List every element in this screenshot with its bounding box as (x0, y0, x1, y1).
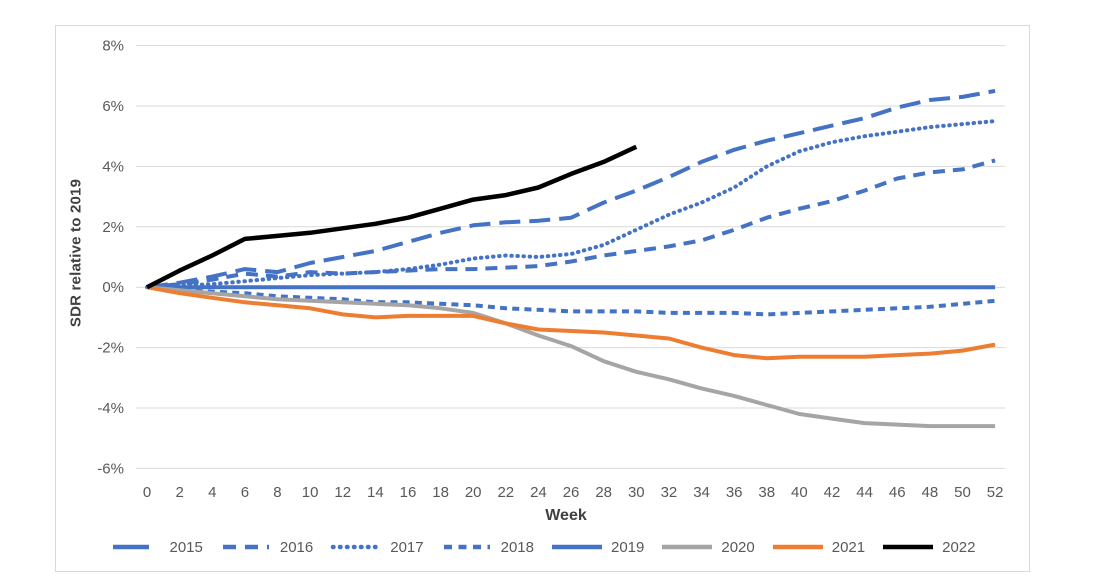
x-tick-label: 24 (530, 484, 547, 501)
series-line-2016 (146, 158, 996, 290)
legend-item-2022: 2022 (882, 538, 976, 556)
x-tick-label: 28 (595, 484, 612, 501)
legend-item-2016: 2016 (220, 539, 313, 556)
legend-swatch-solid-line (883, 544, 934, 550)
legend-item-2020: 2020 (661, 538, 755, 556)
x-tick-label: 32 (661, 484, 678, 501)
x-tick-label: 12 (334, 484, 351, 501)
x-tick-label: 30 (628, 484, 645, 501)
y-tick-label: 4% (102, 158, 124, 175)
x-tick-label: 34 (693, 484, 710, 501)
y-tick-label: 8% (102, 38, 124, 55)
legend-swatch-dot-line (331, 544, 382, 550)
series-line-2021 (146, 285, 996, 361)
x-tick-label: 46 (889, 484, 906, 501)
legend-swatch-short-dash-line (443, 544, 490, 550)
y-axis-title: SDR relative to 2019 (67, 178, 85, 328)
y-tick-label: 0% (102, 279, 124, 296)
legend-item-2018: 2018 (441, 539, 534, 556)
x-tick-label: 42 (824, 484, 841, 501)
x-tick-label: 2 (175, 484, 183, 501)
x-tick-label: 48 (922, 484, 939, 501)
legend-swatch-solid-line (552, 544, 602, 550)
series-line-2017 (145, 119, 998, 290)
x-tick-label: 10 (302, 484, 319, 501)
x-axis-title: Week (545, 507, 587, 524)
legend-label: 2015 (169, 538, 203, 556)
legend-item-2021: 2021 (772, 539, 865, 556)
series-line-2022 (145, 144, 638, 290)
y-tick-label: -4% (97, 400, 124, 417)
x-tick-label: 14 (367, 484, 384, 501)
y-tick-label: -2% (97, 340, 124, 357)
x-tick-label: 20 (465, 484, 482, 501)
x-tick-label: 44 (856, 484, 873, 501)
legend-swatch-solid-line (662, 544, 713, 550)
x-tick-label: 50 (954, 484, 971, 501)
y-tick-label: -6% (97, 460, 124, 477)
legend-swatch-dash-line (222, 544, 269, 550)
legend-label: 2017 (390, 538, 424, 556)
legend-label: 2020 (721, 538, 755, 556)
x-tick-label: 4 (208, 484, 216, 501)
x-tick-label: 16 (400, 484, 417, 501)
series-line-2015 (146, 88, 996, 290)
legend-item-2015: 2015 (110, 539, 203, 556)
legend-swatch-solid-line (772, 544, 823, 550)
legend-item-2019: 2019 (551, 539, 644, 556)
legend-label: 2022 (942, 538, 976, 556)
legend: 2015 2016 2017 2018 2019 2020 2021 2022 (60, 534, 1025, 560)
series-line-2020 (146, 285, 996, 429)
legend-label: 2018 (500, 538, 534, 556)
legend-item-2017: 2017 (330, 538, 424, 556)
x-tick-label: 40 (791, 484, 808, 501)
x-tick-label: 38 (758, 484, 775, 501)
legend-label: 2021 (831, 538, 866, 556)
y-tick-label: 6% (102, 98, 124, 115)
x-tick-label: 6 (241, 484, 249, 501)
x-tick-label: 22 (497, 484, 514, 501)
legend-label: 2019 (611, 538, 645, 556)
x-tick-label: 0 (143, 484, 151, 501)
x-tick-label: 8 (273, 484, 281, 501)
legend-label: 2016 (279, 538, 314, 556)
series-line-2018 (146, 285, 996, 317)
x-tick-label: 18 (432, 484, 449, 501)
y-tick-label: 2% (102, 219, 124, 236)
x-tick-label: 36 (726, 484, 743, 501)
x-tick-label: 26 (563, 484, 580, 501)
x-tick-label: 52 (987, 484, 1004, 501)
legend-swatch-long-dash-line (112, 544, 159, 550)
